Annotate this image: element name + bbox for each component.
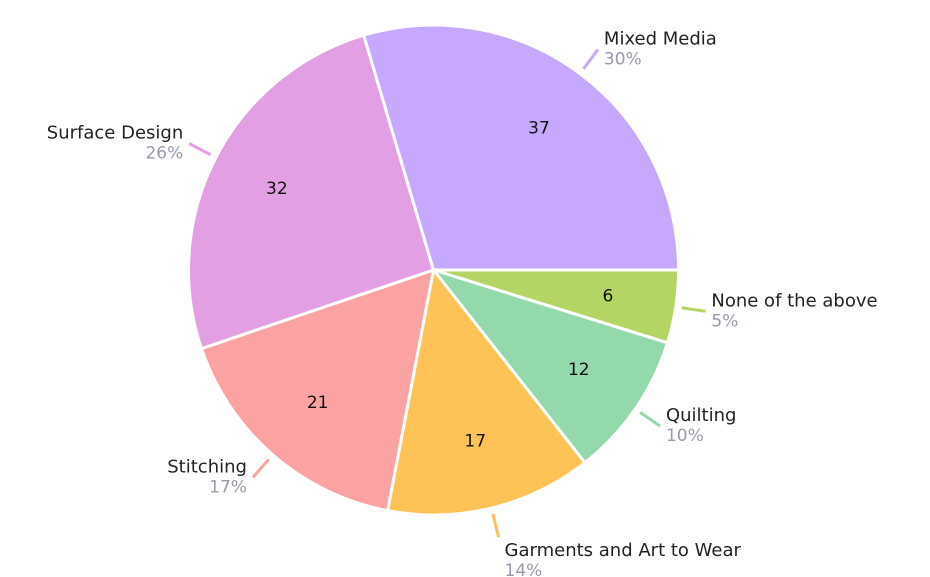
category-label: Garments and Art to Wear [505, 540, 742, 561]
leader-line [681, 306, 706, 313]
category-label: None of the above [711, 290, 877, 311]
category-label: Mixed Media [604, 29, 717, 50]
percent-label: 17% [209, 477, 247, 497]
category-label: Surface Design [47, 123, 183, 144]
data-label: 6 [602, 286, 613, 306]
pie-slice [429, 267, 670, 465]
leader-line [491, 513, 500, 538]
data-label: 32 [266, 179, 288, 199]
percent-label: 5% [711, 311, 738, 331]
percent-label: 14% [505, 561, 543, 577]
data-label: 12 [568, 360, 590, 380]
leader-line [582, 48, 600, 70]
percent-label: 26% [145, 144, 183, 164]
leader-line [639, 411, 661, 428]
data-label: 21 [307, 393, 329, 413]
category-label: Stitching [167, 456, 247, 477]
percent-label: 10% [666, 426, 704, 446]
leader-line [188, 142, 212, 156]
data-label: 17 [464, 431, 486, 451]
pie-slice [361, 23, 681, 272]
category-label: Quilting [666, 405, 736, 426]
percent-label: 30% [604, 50, 642, 70]
pie-slice [385, 266, 587, 517]
leader-line [251, 458, 270, 479]
data-label: 37 [528, 119, 550, 139]
pie-slice [187, 33, 436, 351]
